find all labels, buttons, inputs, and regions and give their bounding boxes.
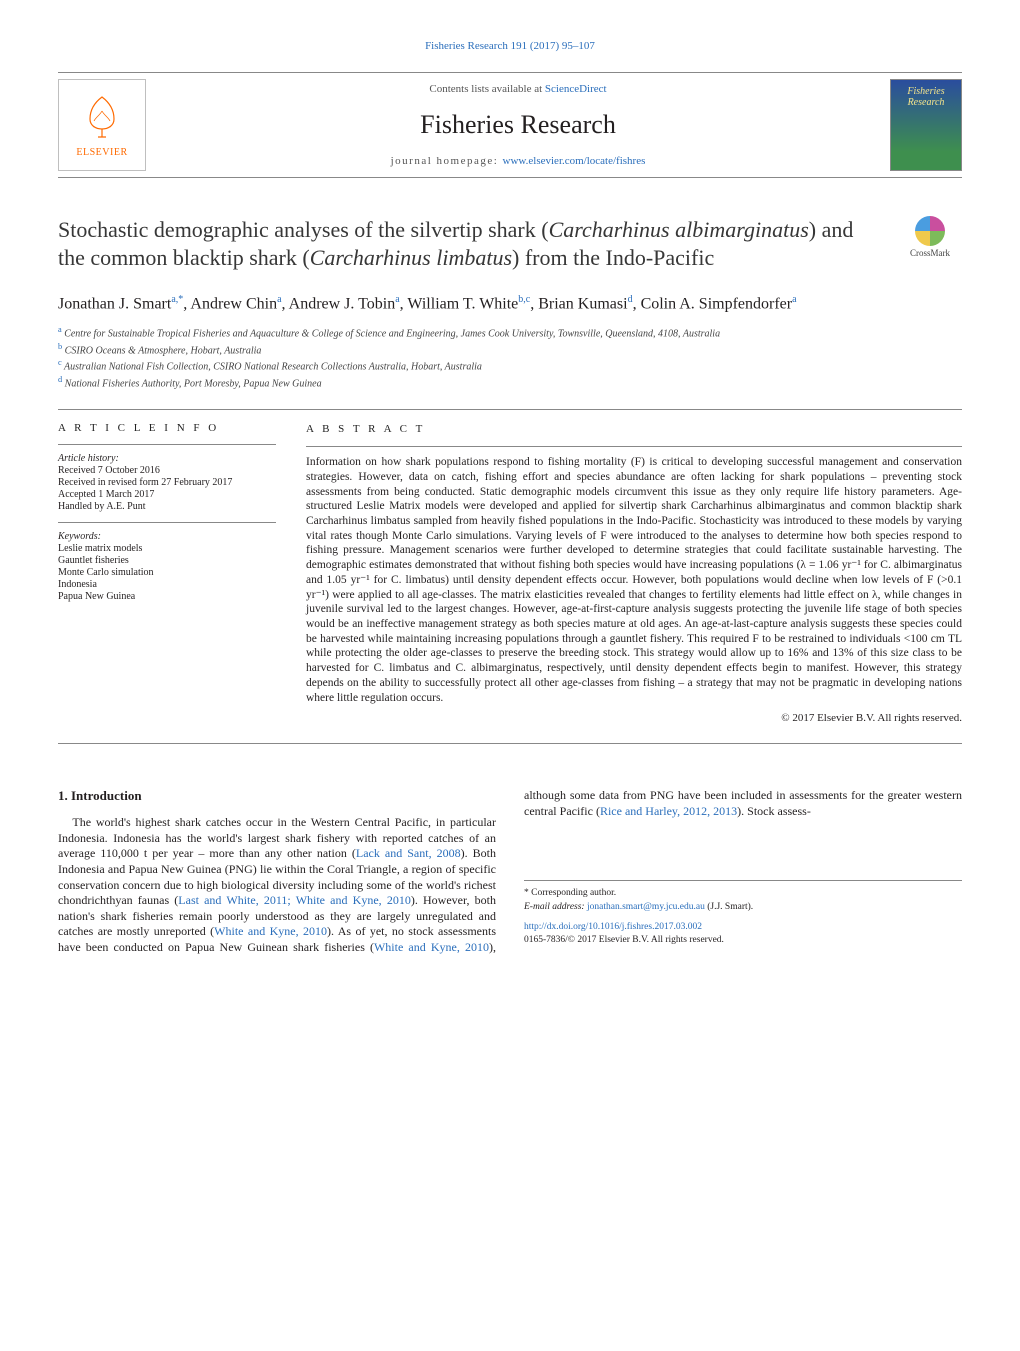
contents-list-line: Contents lists available at ScienceDirec… <box>154 83 882 95</box>
affil-d: National Fisheries Authority, Port Mores… <box>65 379 322 390</box>
top-citation: Fisheries Research 191 (2017) 95–107 <box>58 40 962 52</box>
author-3-aff[interactable]: a <box>395 294 399 305</box>
keyword-1: Leslie matrix models <box>58 543 276 554</box>
author-6-aff[interactable]: a <box>792 294 796 305</box>
info-divider <box>58 444 276 445</box>
history-accepted: Accepted 1 March 2017 <box>58 489 276 500</box>
title-seg-3: ) from the Indo-Pacific <box>512 245 714 270</box>
cover-word-bottom: Research <box>908 97 945 108</box>
journal-cover: Fisheries Research <box>890 79 962 171</box>
masthead-left: ELSEVIER <box>58 79 146 171</box>
homepage-line: journal homepage: www.elsevier.com/locat… <box>154 155 882 167</box>
intro-columns: 1. Introduction The world's highest shar… <box>58 788 962 955</box>
crossmark-badge[interactable]: CrossMark <box>898 216 962 260</box>
ref-last-white[interactable]: Last and White, 2011; White and Kyne, 20… <box>178 893 411 907</box>
abstract-body: Information on how shark populations res… <box>306 455 962 705</box>
abstract-heading: A B S T R A C T <box>306 422 962 436</box>
article-info: A R T I C L E I N F O Article history: R… <box>58 422 276 725</box>
email-label: E-mail address: <box>524 902 585 912</box>
title-species-2: Carcharhinus limbatus <box>310 245 512 270</box>
masthead: ELSEVIER Contents lists available at Sci… <box>58 72 962 178</box>
keyword-5: Papua New Guinea <box>58 591 276 602</box>
author-2-aff[interactable]: a <box>277 294 281 305</box>
introduction: 1. Introduction The world's highest shar… <box>58 788 962 955</box>
intro-p2-e: ). Stock assess- <box>737 804 811 818</box>
divider-mid <box>58 743 962 744</box>
article-title: Stochastic demographic analyses of the s… <box>58 216 858 271</box>
author-4: William T. White <box>407 295 518 312</box>
masthead-center: Contents lists available at ScienceDirec… <box>146 79 890 171</box>
corresponding-email[interactable]: jonathan.smart@my.jcu.edu.au <box>587 902 705 912</box>
author-3: Andrew J. Tobin <box>289 295 396 312</box>
author-1: Jonathan J. Smart <box>58 295 171 312</box>
affil-c: Australian National Fish Collection, CSI… <box>64 362 482 373</box>
elsevier-tree-icon <box>78 93 126 141</box>
title-row: Stochastic demographic analyses of the s… <box>58 216 962 271</box>
affiliations: a Centre for Sustainable Tropical Fisher… <box>58 324 962 391</box>
article-history: Article history: Received 7 October 2016… <box>58 453 276 512</box>
homepage-label: journal homepage: <box>391 155 499 167</box>
homepage-url[interactable]: www.elsevier.com/locate/fishres <box>503 155 646 167</box>
intro-heading: 1. Introduction <box>58 788 496 805</box>
info-abstract-row: A R T I C L E I N F O Article history: R… <box>58 422 962 725</box>
history-revised: Received in revised form 27 February 201… <box>58 477 276 488</box>
author-list: Jonathan J. Smarta,*, Andrew China, Andr… <box>58 293 962 316</box>
contents-label: Contents lists available at <box>429 83 542 95</box>
corresponding-label: * Corresponding author. <box>524 887 962 899</box>
abstract-copyright: © 2017 Elsevier B.V. All rights reserved… <box>306 711 962 725</box>
journal-title: Fisheries Research <box>154 110 882 140</box>
keyword-2: Gauntlet fisheries <box>58 555 276 566</box>
history-received: Received 7 October 2016 <box>58 465 276 476</box>
author-1-aff[interactable]: a,* <box>171 294 183 305</box>
elsevier-logo[interactable]: ELSEVIER <box>58 79 146 171</box>
crossmark-icon <box>915 216 945 246</box>
email-name: (J.J. Smart). <box>707 902 753 912</box>
history-label: Article history: <box>58 453 276 464</box>
title-species-1: Carcharhinus albimarginatus <box>549 217 809 242</box>
sciencedirect-link[interactable]: ScienceDirect <box>545 83 607 95</box>
ref-white-kyne-1[interactable]: White and Kyne, 2010 <box>214 924 327 938</box>
publisher-name: ELSEVIER <box>76 147 127 158</box>
keywords: Keywords: Leslie matrix models Gauntlet … <box>58 531 276 602</box>
doi-link[interactable]: http://dx.doi.org/10.1016/j.fishres.2017… <box>524 922 702 932</box>
footer-block: * Corresponding author. E-mail address: … <box>524 880 962 946</box>
top-citation-link[interactable]: Fisheries Research 191 (2017) 95–107 <box>425 40 595 52</box>
article-info-heading: A R T I C L E I N F O <box>58 422 276 434</box>
ref-lack-sant[interactable]: Lack and Sant, 2008 <box>356 846 461 860</box>
info-divider-2 <box>58 522 276 523</box>
affil-b: CSIRO Oceans & Atmosphere, Hobart, Austr… <box>65 345 262 356</box>
title-seg-1: Stochastic demographic analyses of the s… <box>58 217 549 242</box>
keyword-3: Monte Carlo simulation <box>58 567 276 578</box>
author-2: Andrew Chin <box>190 295 277 312</box>
author-6: Colin A. Simpfendorfer <box>641 295 793 312</box>
email-line: E-mail address: jonathan.smart@my.jcu.ed… <box>524 901 962 913</box>
ref-white-kyne-2[interactable]: White and Kyne, 2010 <box>374 940 489 954</box>
abstract: A B S T R A C T Information on how shark… <box>306 422 962 725</box>
issn-line: 0165-7836/© 2017 Elsevier B.V. All right… <box>524 934 962 946</box>
author-5-aff[interactable]: d <box>628 294 633 305</box>
keyword-4: Indonesia <box>58 579 276 590</box>
crossmark-label: CrossMark <box>910 248 950 258</box>
keywords-label: Keywords: <box>58 531 276 542</box>
abstract-divider <box>306 446 962 447</box>
divider-top <box>58 409 962 410</box>
cover-word-top: Fisheries <box>907 86 944 97</box>
history-handled: Handled by A.E. Punt <box>58 501 276 512</box>
ref-rice-harley[interactable]: Rice and Harley, 2012, 2013 <box>600 804 737 818</box>
author-4-aff[interactable]: b,c <box>518 294 530 305</box>
affil-a: Centre for Sustainable Tropical Fisherie… <box>64 328 720 339</box>
author-5: Brian Kumasi <box>538 295 627 312</box>
